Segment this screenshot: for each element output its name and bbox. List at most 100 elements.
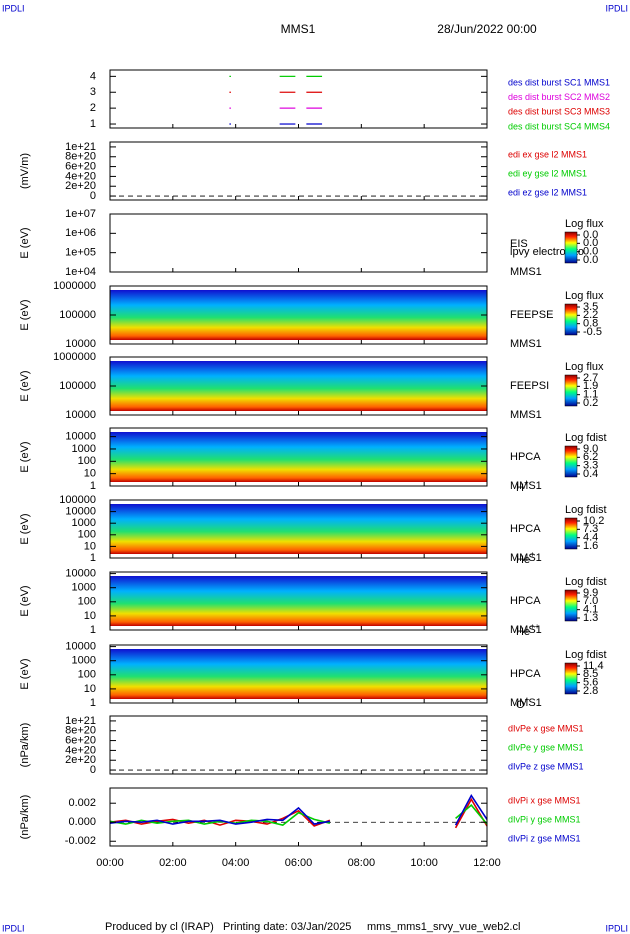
panel-frame bbox=[109, 69, 488, 129]
colorbar-tick-label: 1.1 bbox=[583, 389, 598, 401]
y-tick-label: 2e+20 bbox=[65, 180, 96, 192]
legend-entry: dIvPi z gse MMS1 bbox=[508, 833, 581, 843]
y-tick-label: 1 bbox=[90, 624, 96, 636]
colorbar-label: Log fdist bbox=[565, 649, 607, 661]
y-tick-label: 8e+20 bbox=[65, 725, 96, 737]
y-tick-label: 1e+04 bbox=[65, 266, 96, 278]
species-label: O+ bbox=[516, 695, 530, 711]
instrument-label: HPCA bbox=[510, 451, 541, 463]
legend-entry: edi ey gse l2 MMS1 bbox=[508, 168, 587, 178]
colorbar-tick-label: 3.5 bbox=[583, 301, 598, 313]
instrument-label: MMS1 bbox=[510, 266, 542, 278]
colorbar-label: Log flux bbox=[565, 290, 604, 302]
colorbar-tick-label: 2.8 bbox=[583, 685, 598, 697]
y-tick-label: 10 bbox=[84, 468, 96, 480]
colorbar bbox=[564, 374, 578, 407]
x-tick-label: 10:00 bbox=[410, 857, 438, 869]
instrument-label: FEEPSE bbox=[510, 309, 553, 321]
y-tick-label: 10 bbox=[84, 683, 96, 695]
species-charge: + bbox=[524, 478, 529, 487]
colorbar-tick-label: 0.4 bbox=[583, 468, 598, 480]
instrument-label: MMS1 bbox=[510, 338, 542, 350]
legend-entry: edi ez gse l2 MMS1 bbox=[508, 187, 587, 197]
colorbar bbox=[564, 231, 578, 264]
footer-date: Printing date: 03/Jan/2025 bbox=[223, 921, 351, 933]
data-line bbox=[454, 794, 488, 826]
y-tick-label: 1 bbox=[90, 480, 96, 492]
colorbar-tick-label: 1.9 bbox=[583, 380, 598, 392]
legend-entry: des dist burst SC4 MMS4 bbox=[508, 121, 610, 131]
y-tick-label: 2 bbox=[90, 102, 96, 114]
y-tick-label: 100 bbox=[78, 529, 96, 541]
colorbar-tick-label: 0.8 bbox=[583, 318, 598, 330]
x-tick-label: 12:00 bbox=[473, 857, 501, 869]
instrument-label: MMS1 bbox=[510, 697, 542, 709]
colorbar-tick-label: 0.2 bbox=[583, 397, 598, 409]
colorbar-label: Log fdist bbox=[565, 504, 607, 516]
date: 28/Jun/2022 00:00 bbox=[437, 22, 537, 36]
y-axis-label: E (eV) bbox=[19, 299, 31, 330]
y-tick-label: 6e+20 bbox=[65, 734, 96, 746]
colorbar-tick-label: 4.4 bbox=[583, 532, 598, 544]
y-tick-label: 0 bbox=[90, 764, 96, 776]
legend-entry: edi ex gse l2 MMS1 bbox=[508, 149, 587, 159]
y-tick-label: 1000 bbox=[72, 517, 96, 529]
instrument-label: MMS1 bbox=[510, 624, 542, 636]
spectrogram bbox=[110, 361, 487, 411]
panel-frame bbox=[109, 141, 488, 201]
legend-entry: des dist burst SC1 MMS1 bbox=[508, 77, 610, 87]
colorbar-label: Log flux bbox=[565, 361, 604, 373]
x-tick-label: 08:00 bbox=[348, 857, 376, 869]
y-tick-label: 100000 bbox=[59, 309, 96, 321]
y-tick-label: 2e+20 bbox=[65, 754, 96, 766]
y-tick-label: 0 bbox=[90, 190, 96, 202]
colorbar-tick-label: 6.2 bbox=[583, 451, 598, 463]
species-label: He+ bbox=[516, 550, 535, 566]
colorbar bbox=[564, 662, 578, 695]
colorbar-label: Log fdist bbox=[565, 576, 607, 588]
y-tick-label: 100 bbox=[78, 669, 96, 681]
spectrogram bbox=[110, 432, 487, 482]
y-tick-label: 10000 bbox=[65, 409, 96, 421]
y-tick-label: 1e+21 bbox=[65, 141, 96, 153]
title: MMS1 bbox=[281, 22, 316, 36]
y-tick-label: 3 bbox=[90, 86, 96, 98]
legend-entry: dIvPi y gse MMS1 bbox=[508, 814, 581, 824]
y-tick-label: 100000 bbox=[59, 380, 96, 392]
instrument-label: MMS1 bbox=[510, 480, 542, 492]
spectrogram bbox=[110, 649, 487, 699]
y-tick-label: 10000 bbox=[65, 431, 96, 443]
y-tick-label: 1 bbox=[90, 552, 96, 564]
species-charge: ++ bbox=[530, 622, 540, 631]
panel-frame bbox=[109, 715, 488, 775]
colorbar-tick-label: 2.7 bbox=[583, 372, 598, 384]
y-tick-label: 1000 bbox=[72, 582, 96, 594]
corner-label: IPDLI bbox=[605, 923, 628, 933]
colorbar-tick-label: 8.5 bbox=[583, 668, 598, 680]
species-name: He bbox=[516, 626, 530, 638]
y-tick-label: 100 bbox=[78, 596, 96, 608]
spectrogram bbox=[110, 576, 487, 626]
y-axis-label: E (eV) bbox=[19, 585, 31, 616]
y-axis-label: (mV/m) bbox=[19, 153, 31, 189]
y-tick-label: 10000 bbox=[65, 338, 96, 350]
species-label: H+ bbox=[516, 478, 529, 494]
y-tick-label: 100000 bbox=[59, 494, 96, 506]
y-tick-label: 8e+20 bbox=[65, 151, 96, 163]
y-tick-label: 4e+20 bbox=[65, 744, 96, 756]
data-line bbox=[109, 806, 331, 825]
y-tick-label: 1000 bbox=[72, 655, 96, 667]
y-tick-label: 4e+20 bbox=[65, 170, 96, 182]
footer-producer: Produced by cl (IRAP) bbox=[105, 921, 214, 933]
y-tick-label: 1 bbox=[90, 118, 96, 130]
footer-file: mms_mms1_srvy_vue_web2.cl bbox=[367, 921, 520, 933]
y-tick-label: 1e+05 bbox=[65, 247, 96, 259]
colorbar-tick-label: 1.3 bbox=[583, 612, 598, 624]
species-name: He bbox=[516, 554, 530, 566]
y-axis-label: E (eV) bbox=[19, 513, 31, 544]
colorbar-tick-label: 7.3 bbox=[583, 523, 598, 535]
legend-entry: dIvPe y gse MMS1 bbox=[508, 742, 584, 752]
panel-frame bbox=[109, 213, 488, 273]
legend-entry: dIvPe z gse MMS1 bbox=[508, 761, 584, 771]
colorbar-tick-label: 11.4 bbox=[583, 660, 604, 672]
